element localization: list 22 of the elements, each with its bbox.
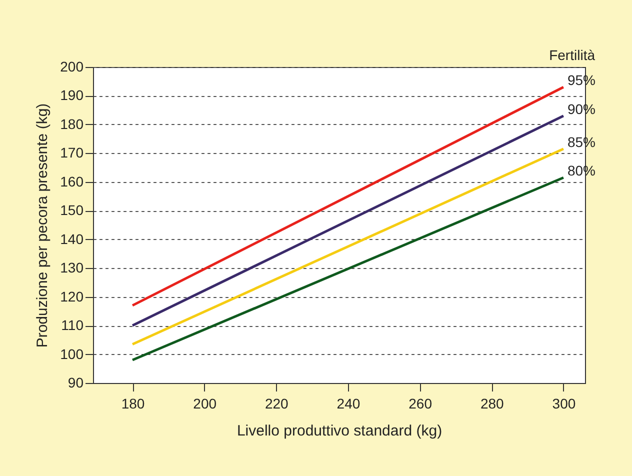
x-tick-label: 300: [552, 396, 576, 412]
x-tick-label: 280: [480, 396, 504, 412]
y-tick-label: 130: [60, 260, 84, 276]
x-tick-label: 180: [121, 396, 145, 412]
x-tick-label: 240: [336, 396, 360, 412]
y-tick-label: 120: [60, 288, 84, 304]
y-tick-label: 140: [60, 230, 84, 247]
y-tick-label: 150: [60, 202, 84, 218]
y-tick-label: 160: [60, 173, 84, 190]
x-tick-label: 220: [264, 396, 289, 412]
x-axis-title: Livello produttivo standard (kg): [236, 422, 442, 440]
x-tick-label: 260: [408, 396, 432, 412]
y-tick-label: 200: [60, 58, 84, 74]
x-tick-label: 200: [193, 396, 217, 412]
y-tick-label: 190: [60, 87, 84, 104]
y-tick-label: 110: [61, 317, 84, 334]
y-tick-label: 180: [60, 116, 84, 132]
legend-title: Fertilità: [549, 47, 596, 63]
y-tick-label: 170: [60, 144, 84, 161]
y-tick-label: 100: [60, 346, 84, 362]
y-axis-title: Produzione per pecora presente (kg): [34, 103, 52, 348]
y-tick-label: 90: [68, 374, 84, 390]
